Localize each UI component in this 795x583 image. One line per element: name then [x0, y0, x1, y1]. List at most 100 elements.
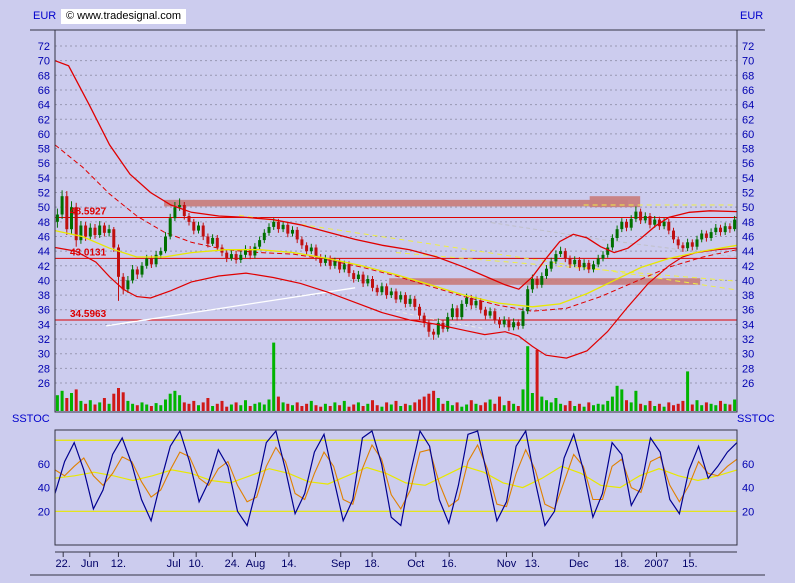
svg-text:54: 54 [742, 173, 754, 185]
svg-text:13.: 13. [525, 558, 540, 570]
trendline-yellow-a [239, 214, 738, 291]
svg-text:44: 44 [742, 246, 754, 258]
svg-text:20: 20 [742, 506, 754, 518]
svg-text:26: 26 [38, 378, 50, 390]
ma-mid-yellow [54, 229, 738, 308]
trendline-gray-dashed [491, 222, 738, 258]
svg-text:38: 38 [38, 290, 50, 302]
sstoc-fast-blue [54, 429, 738, 527]
svg-text:60: 60 [742, 459, 754, 471]
sstoc-panel-label-right: SSTOC [737, 413, 775, 425]
envelope-lower-red [54, 246, 738, 359]
price-unit-label-right: EUR [740, 10, 764, 22]
horizontal-levels [55, 217, 737, 321]
price-unit-label-left: EUR [33, 10, 57, 22]
svg-text:26: 26 [742, 378, 754, 390]
svg-text:58: 58 [742, 144, 754, 156]
price-panel-frame [54, 29, 738, 413]
svg-text:70: 70 [38, 56, 50, 68]
svg-text:70: 70 [742, 56, 754, 68]
svg-text:18.: 18. [364, 558, 379, 570]
svg-text:Dec: Dec [569, 558, 589, 570]
svg-text:48: 48 [742, 217, 754, 229]
svg-text:32: 32 [38, 334, 50, 346]
svg-text:44: 44 [38, 246, 50, 258]
svg-text:66: 66 [742, 85, 754, 97]
svg-text:56: 56 [742, 158, 754, 170]
price-gridlines [55, 45, 737, 384]
svg-text:62: 62 [38, 114, 50, 126]
ma-slow-red-dashed [54, 144, 738, 312]
svg-text:64: 64 [38, 100, 50, 112]
svg-text:Nov: Nov [497, 558, 517, 570]
indicator-lines [54, 60, 738, 359]
svg-text:28: 28 [742, 363, 754, 375]
svg-text:40: 40 [742, 483, 754, 495]
sstoc-panel-label-left: SSTOC [12, 413, 50, 425]
price-axis-left: 26 28 30 32 34 36 38 40 42 44 46 48 50 52 54 56 58 60 62 64… [38, 41, 50, 390]
svg-text:Jul: Jul [167, 558, 181, 570]
price-axis-right: 26 28 30 32 34 36 38 40 42 44 46 48 50 52 54 56 58 60 62 64… [742, 41, 754, 390]
svg-text:62: 62 [742, 114, 754, 126]
svg-text:Aug: Aug [246, 558, 266, 570]
svg-text:22.: 22. [56, 558, 71, 570]
svg-text:60: 60 [742, 129, 754, 141]
svg-text:52: 52 [38, 188, 50, 200]
svg-text:36: 36 [38, 305, 50, 317]
svg-text:28: 28 [38, 363, 50, 375]
svg-text:15.: 15. [682, 558, 697, 570]
svg-text:43.0131: 43.0131 [70, 247, 107, 258]
svg-text:72: 72 [38, 41, 50, 53]
svg-text:50: 50 [38, 202, 50, 214]
svg-text:30: 30 [38, 349, 50, 361]
copyright-label: © www.tradesignal.com [61, 9, 187, 24]
svg-text:66: 66 [38, 85, 50, 97]
sstoc-signal-yellow [54, 465, 738, 489]
sstoc-panel: 60 60 40 40 20 20 [38, 429, 754, 546]
trendline-white [106, 287, 356, 327]
svg-text:16.: 16. [442, 558, 457, 570]
svg-text:48: 48 [38, 217, 50, 229]
svg-text:56: 56 [38, 158, 50, 170]
svg-text:24.: 24. [225, 558, 240, 570]
svg-text:34: 34 [742, 319, 754, 331]
svg-text:40: 40 [38, 275, 50, 287]
svg-text:54: 54 [38, 173, 50, 185]
trendline-yellow-b [395, 252, 738, 282]
svg-text:68: 68 [38, 70, 50, 82]
resistance-bands [164, 196, 701, 285]
svg-text:Sep: Sep [331, 558, 351, 570]
trendline-white-dashed [395, 310, 485, 330]
svg-text:46: 46 [742, 231, 754, 243]
svg-text:42: 42 [742, 261, 754, 273]
svg-text:46: 46 [38, 231, 50, 243]
svg-text:18.: 18. [614, 558, 629, 570]
svg-text:2007: 2007 [644, 558, 668, 570]
svg-text:58: 58 [38, 144, 50, 156]
date-axis: 22. Jun 12. Jul 10. 24. Aug 14. Sep 18. Oct 16. Nov 1… [55, 551, 737, 570]
svg-text:12.: 12. [111, 558, 126, 570]
svg-text:68: 68 [742, 70, 754, 82]
volume-bars [55, 342, 737, 411]
svg-text:20: 20 [38, 506, 50, 518]
svg-text:42: 42 [38, 261, 50, 273]
svg-text:60: 60 [38, 459, 50, 471]
svg-text:34: 34 [38, 319, 50, 331]
svg-text:48.5927: 48.5927 [70, 207, 107, 218]
svg-text:40: 40 [38, 483, 50, 495]
svg-text:40: 40 [742, 275, 754, 287]
svg-text:Oct: Oct [407, 558, 424, 570]
svg-text:60: 60 [38, 129, 50, 141]
svg-text:34.5963: 34.5963 [70, 309, 107, 320]
svg-text:50: 50 [742, 202, 754, 214]
svg-text:52: 52 [742, 188, 754, 200]
envelope-upper-red [54, 60, 738, 290]
svg-text:32: 32 [742, 334, 754, 346]
svg-text:36: 36 [742, 305, 754, 317]
svg-text:64: 64 [742, 100, 754, 112]
svg-text:Jun: Jun [81, 558, 99, 570]
svg-text:14.: 14. [281, 558, 296, 570]
svg-text:10.: 10. [189, 558, 204, 570]
